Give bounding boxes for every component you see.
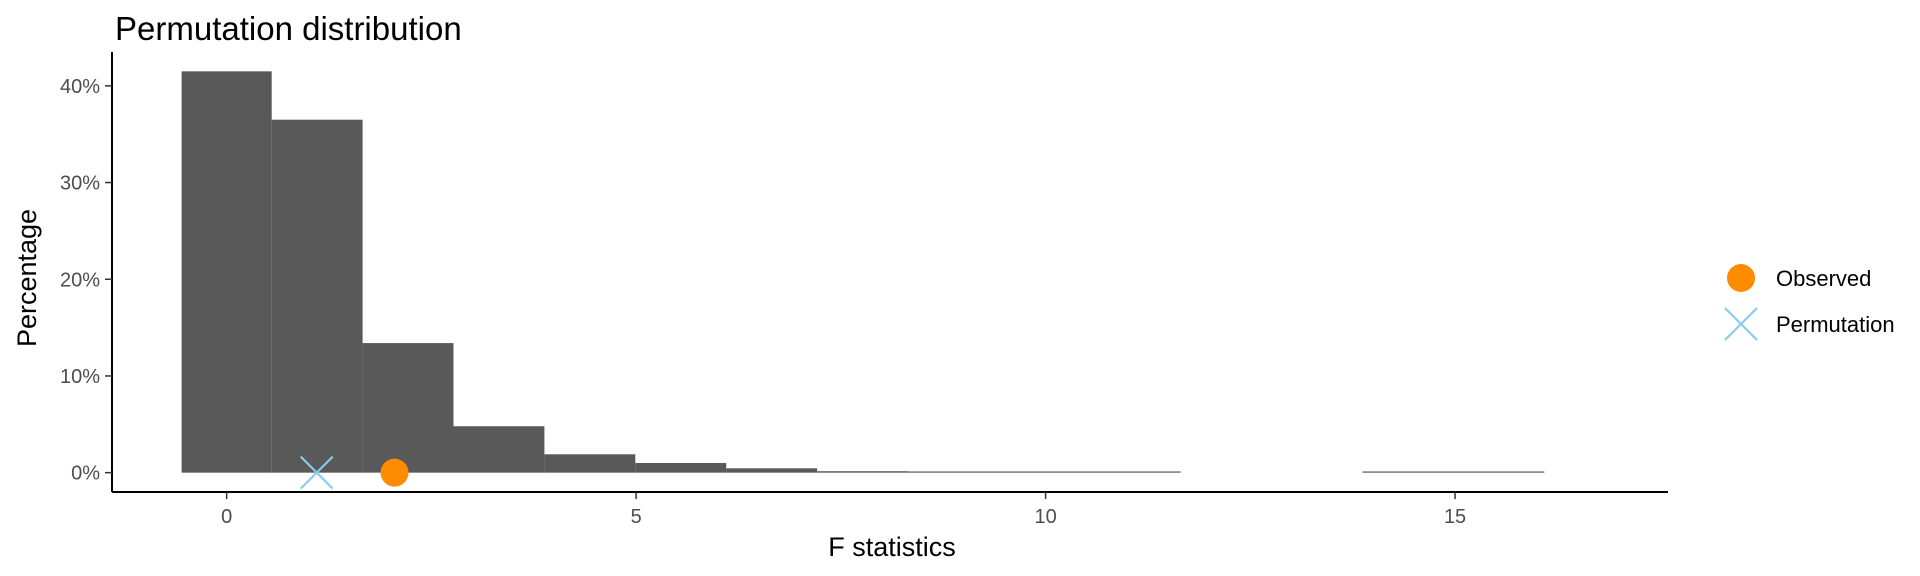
x-tick-label: 0 bbox=[221, 506, 232, 528]
legend-observed-key bbox=[1727, 264, 1755, 292]
legend-permutation-label: Permutation bbox=[1776, 312, 1895, 337]
y-tick-label: 0% bbox=[71, 463, 100, 485]
x-axis-title: F statistics bbox=[828, 532, 956, 562]
histogram-bar-2 bbox=[271, 119, 363, 473]
legend-permutation-key bbox=[1724, 307, 1758, 341]
data-markers bbox=[299, 455, 409, 490]
y-tick-label: 30% bbox=[60, 173, 100, 195]
x-tick-label: 5 bbox=[631, 506, 642, 528]
histogram-bar-7 bbox=[726, 468, 818, 473]
histogram-bar-1 bbox=[181, 71, 272, 473]
legend: Observed Permutation bbox=[1724, 264, 1895, 341]
observed-marker bbox=[380, 458, 409, 487]
histogram-bar-6 bbox=[635, 462, 727, 473]
y-axis-title: Percentage bbox=[12, 209, 42, 347]
histogram-bar-8 bbox=[817, 471, 909, 473]
y-tick-label: 20% bbox=[60, 269, 100, 291]
y-tick-label: 10% bbox=[60, 366, 100, 388]
histogram-bar-4 bbox=[453, 426, 545, 473]
x-tick-label: 15 bbox=[1444, 506, 1466, 528]
histogram-bar-3 bbox=[362, 343, 454, 473]
histogram-bars bbox=[181, 71, 1545, 473]
x-tick-label: 10 bbox=[1034, 506, 1056, 528]
y-axis-ticks: 0% 10% 20% 30% 40% bbox=[60, 76, 112, 485]
histogram-bar-10 bbox=[1362, 471, 1545, 473]
y-tick-label: 40% bbox=[60, 76, 100, 98]
permutation-marker bbox=[299, 455, 334, 490]
histogram-bar-5 bbox=[544, 454, 636, 473]
x-axis-ticks: 0 5 10 15 bbox=[221, 492, 1466, 528]
histogram-bar-9 bbox=[908, 471, 1181, 473]
chart-title: Permutation distribution bbox=[115, 10, 462, 47]
legend-observed-label: Observed bbox=[1776, 266, 1871, 291]
